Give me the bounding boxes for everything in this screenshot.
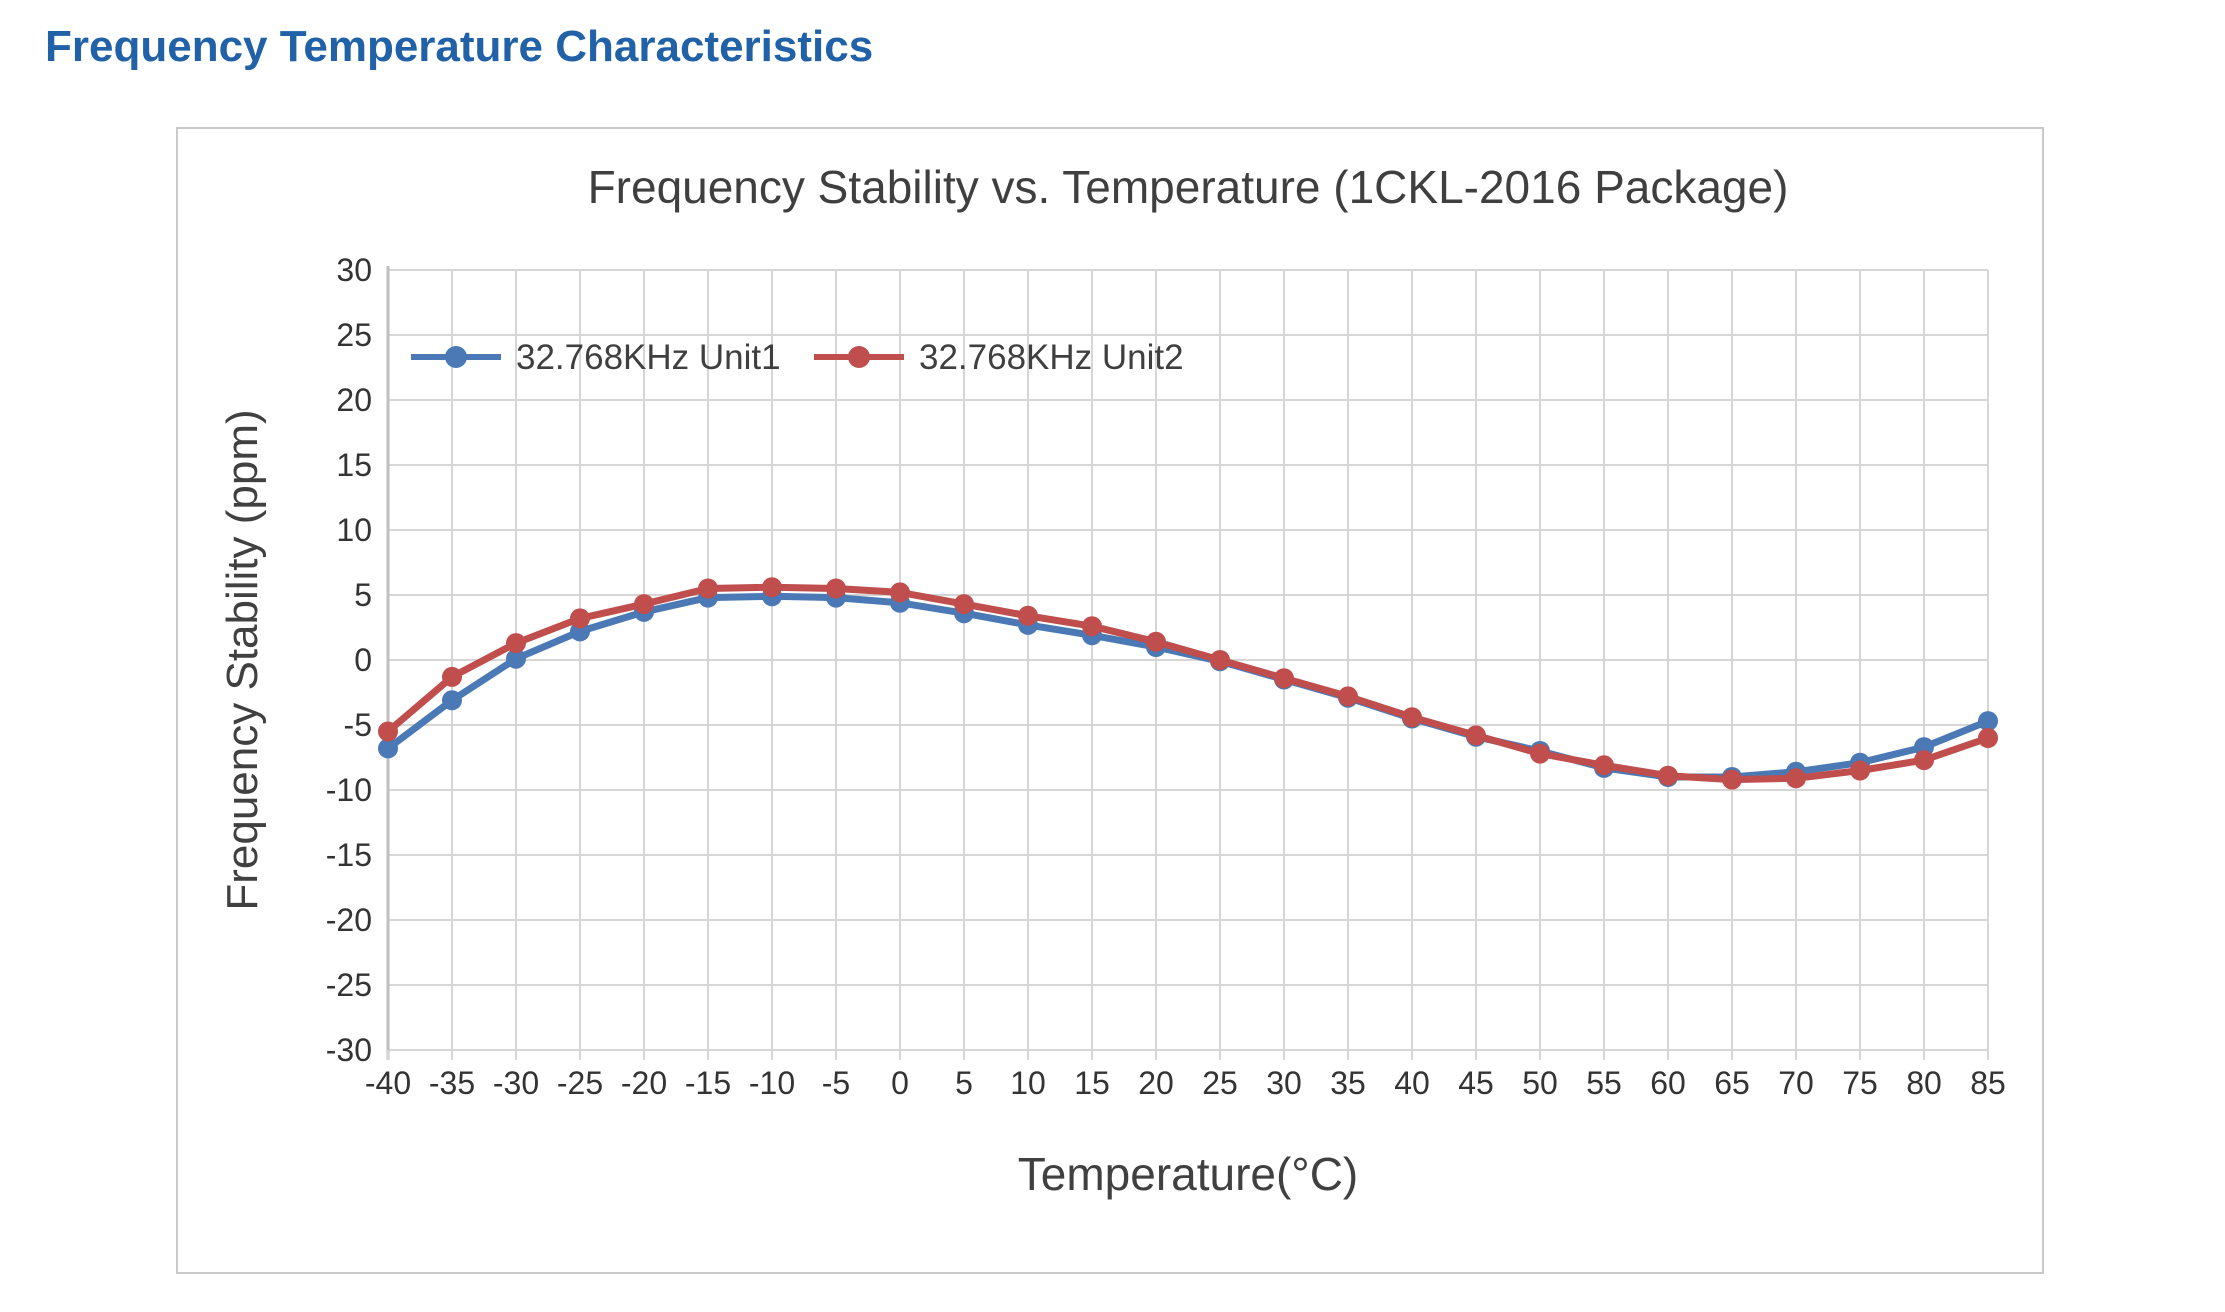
svg-text:-10: -10 bbox=[749, 1065, 795, 1101]
legend-marker bbox=[445, 346, 467, 368]
data-point bbox=[1018, 605, 1038, 626]
svg-text:20: 20 bbox=[336, 382, 372, 418]
svg-text:50: 50 bbox=[1522, 1065, 1558, 1101]
data-point bbox=[826, 578, 846, 599]
svg-text:5: 5 bbox=[354, 577, 372, 613]
chart-container: Frequency Stability vs. Temperature (1CK… bbox=[176, 127, 2044, 1274]
data-point bbox=[1402, 707, 1422, 728]
data-point bbox=[1914, 750, 1934, 771]
svg-text:25: 25 bbox=[1202, 1065, 1238, 1101]
legend-marker bbox=[848, 346, 870, 368]
svg-text:55: 55 bbox=[1586, 1065, 1622, 1101]
data-point bbox=[378, 721, 398, 742]
y-axis-title: Frequency Stability (ppm) bbox=[218, 409, 267, 910]
data-point bbox=[1466, 725, 1486, 746]
data-point bbox=[634, 594, 654, 615]
gridlines bbox=[387, 269, 1989, 1051]
x-tick-labels: -40 -35 -30 -25 -20 -15 -10 -5 0 5 10 15 20 25 30 35 40 4… bbox=[365, 1065, 2006, 1101]
y-axis-line bbox=[386, 266, 1989, 1060]
data-point bbox=[1722, 769, 1742, 790]
svg-text:0: 0 bbox=[891, 1065, 909, 1101]
chart-svg: Frequency Stability vs. Temperature (1CK… bbox=[218, 161, 2006, 1200]
data-point bbox=[1338, 686, 1358, 707]
svg-text:10: 10 bbox=[1010, 1065, 1046, 1101]
svg-text:30: 30 bbox=[336, 252, 372, 288]
data-point bbox=[1978, 728, 1998, 748]
svg-text:-20: -20 bbox=[621, 1065, 667, 1101]
legend: 32.768KHz Unit1 32.768KHz Unit2 bbox=[411, 338, 1184, 377]
data-point bbox=[1786, 768, 1806, 789]
svg-text:-5: -5 bbox=[344, 707, 372, 743]
svg-text:25: 25 bbox=[336, 317, 372, 353]
svg-text:80: 80 bbox=[1906, 1065, 1942, 1101]
svg-text:-35: -35 bbox=[429, 1065, 475, 1101]
data-point bbox=[442, 690, 462, 711]
data-point bbox=[1530, 743, 1550, 764]
svg-text:-30: -30 bbox=[326, 1032, 372, 1068]
legend-entry-2: 32.768KHz Unit2 bbox=[814, 338, 1184, 377]
data-point bbox=[506, 648, 526, 669]
svg-text:70: 70 bbox=[1778, 1065, 1814, 1101]
svg-text:-20: -20 bbox=[326, 902, 372, 938]
data-point bbox=[1658, 765, 1678, 786]
svg-text:15: 15 bbox=[336, 447, 372, 483]
svg-text:40: 40 bbox=[1394, 1065, 1430, 1101]
y-tick-labels: 30 25 20 15 10 5 0 -5 -10 -15 -20 -25 -30 bbox=[326, 252, 372, 1068]
svg-text:-15: -15 bbox=[685, 1065, 731, 1101]
svg-text:0: 0 bbox=[354, 642, 372, 678]
data-point bbox=[442, 666, 462, 687]
svg-text:-30: -30 bbox=[493, 1065, 539, 1101]
data-point bbox=[1594, 755, 1614, 776]
svg-text:65: 65 bbox=[1714, 1065, 1750, 1101]
svg-text:-10: -10 bbox=[326, 772, 372, 808]
svg-text:60: 60 bbox=[1650, 1065, 1686, 1101]
data-point bbox=[1274, 668, 1294, 689]
data-point bbox=[570, 608, 590, 629]
data-point bbox=[1850, 760, 1870, 781]
svg-text:-25: -25 bbox=[557, 1065, 603, 1101]
data-point bbox=[1146, 631, 1166, 652]
data-point bbox=[890, 582, 910, 603]
svg-text:5: 5 bbox=[955, 1065, 973, 1101]
data-point bbox=[762, 577, 782, 598]
data-point bbox=[1082, 616, 1102, 637]
data-point bbox=[954, 594, 974, 615]
series-2 bbox=[378, 577, 1998, 790]
page-title: Frequency Temperature Characteristics bbox=[45, 22, 874, 71]
data-point bbox=[506, 633, 526, 654]
svg-text:75: 75 bbox=[1842, 1065, 1878, 1101]
svg-text:-25: -25 bbox=[326, 967, 372, 1003]
svg-text:85: 85 bbox=[1970, 1065, 2006, 1101]
data-point bbox=[1978, 711, 1998, 732]
data-point bbox=[378, 738, 398, 759]
legend-label: 32.768KHz Unit1 bbox=[516, 338, 781, 377]
legend-label: 32.768KHz Unit2 bbox=[919, 338, 1184, 377]
svg-text:30: 30 bbox=[1266, 1065, 1302, 1101]
svg-text:-5: -5 bbox=[822, 1065, 850, 1101]
data-point bbox=[698, 578, 718, 599]
svg-text:45: 45 bbox=[1458, 1065, 1494, 1101]
chart-title: Frequency Stability vs. Temperature (1CK… bbox=[588, 161, 1789, 213]
svg-text:35: 35 bbox=[1330, 1065, 1366, 1101]
series-line-2 bbox=[384, 583, 1992, 784]
svg-text:10: 10 bbox=[336, 512, 372, 548]
series-line-1 bbox=[384, 592, 1992, 781]
svg-text:15: 15 bbox=[1074, 1065, 1110, 1101]
series-1 bbox=[378, 586, 1998, 787]
svg-text:-40: -40 bbox=[365, 1065, 411, 1101]
data-point bbox=[1210, 650, 1230, 670]
svg-text:-15: -15 bbox=[326, 837, 372, 873]
x-axis-title: Temperature(°C) bbox=[1018, 1148, 1359, 1200]
svg-text:20: 20 bbox=[1138, 1065, 1174, 1101]
legend-entry-1: 32.768KHz Unit1 bbox=[411, 338, 781, 377]
